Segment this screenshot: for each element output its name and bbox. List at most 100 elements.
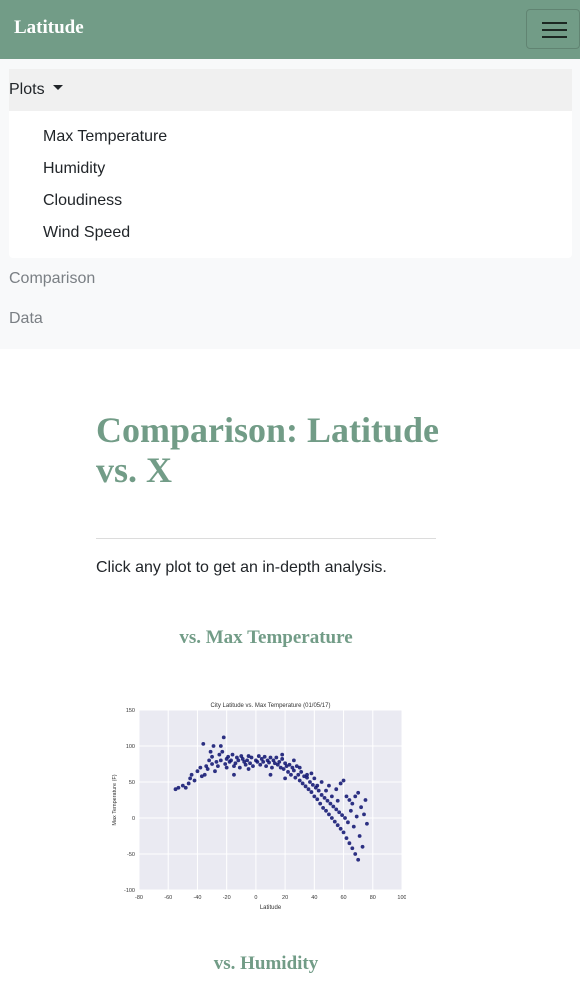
data-point — [290, 765, 295, 770]
data-point — [240, 757, 245, 761]
data-point — [365, 821, 369, 826]
data-point — [211, 744, 216, 748]
data-point — [316, 788, 321, 793]
y-tick-label: -100 — [124, 888, 135, 894]
data-point — [287, 762, 292, 767]
nav-link-data[interactable]: Data — [9, 310, 43, 327]
data-point — [283, 776, 288, 781]
data-point — [359, 805, 363, 810]
data-point — [261, 759, 266, 764]
data-point — [272, 761, 277, 766]
data-point — [319, 793, 324, 797]
data-point — [331, 804, 336, 809]
data-point — [329, 816, 334, 820]
data-point — [183, 785, 188, 790]
data-point — [195, 769, 200, 774]
data-point — [216, 764, 220, 769]
nav-link-comparison[interactable]: Comparison — [9, 270, 96, 287]
dropdown-item-max-temperature[interactable]: Max Temperature — [43, 128, 168, 145]
data-point — [251, 764, 255, 769]
y-tick-label: 50 — [129, 780, 135, 786]
data-point — [362, 812, 366, 817]
data-point — [308, 780, 312, 784]
data-point — [236, 758, 241, 763]
dropdown-item-wind-speed[interactable]: Wind Speed — [43, 224, 131, 241]
data-point — [337, 810, 342, 815]
data-point — [296, 772, 301, 777]
data-point — [214, 759, 219, 764]
x-tick-label: -60 — [164, 895, 172, 901]
plots-dropdown-toggle[interactable]: Plots — [9, 69, 572, 111]
data-point — [332, 819, 337, 824]
data-point — [262, 754, 267, 759]
data-point — [306, 787, 311, 792]
data-point — [213, 769, 217, 774]
data-point — [173, 787, 178, 792]
data-point — [220, 749, 225, 754]
data-point — [229, 758, 233, 763]
plots-label: Plots — [9, 81, 45, 98]
plot-heading-humidity: vs. Humidity — [213, 953, 319, 974]
data-point — [312, 794, 317, 799]
data-point — [286, 770, 290, 774]
data-point — [297, 778, 302, 783]
data-point — [218, 758, 223, 763]
hamburger-icon-bar — [542, 36, 567, 38]
data-point — [176, 785, 181, 790]
data-point — [303, 784, 308, 789]
data-point — [357, 834, 362, 838]
data-point — [237, 765, 242, 770]
data-point — [199, 774, 204, 779]
data-point — [221, 735, 226, 740]
dropdown-item-cloudiness[interactable]: Cloudiness — [43, 192, 123, 209]
data-point — [192, 778, 197, 783]
data-point — [205, 767, 210, 771]
data-point — [338, 826, 343, 831]
hamburger-icon-bar — [542, 29, 567, 31]
x-tick-label: -40 — [193, 895, 201, 901]
data-point — [210, 762, 214, 766]
data-point — [315, 783, 320, 788]
data-point — [246, 767, 251, 771]
data-point — [249, 755, 254, 760]
plot-area — [139, 710, 402, 890]
data-point — [350, 846, 355, 851]
navbar-toggler-button[interactable] — [526, 9, 580, 49]
lead-text: Click any plot to get an in-depth analys… — [96, 559, 387, 576]
data-point — [232, 772, 236, 777]
data-point — [275, 762, 280, 767]
data-point — [264, 764, 269, 769]
data-point — [268, 772, 273, 777]
navbar-brand[interactable]: Latitude — [14, 17, 84, 38]
max-temperature-plot-link[interactable]: -80 -60 -40 -20 0 20 40 60 80 100 -100 -50 0 50 100 150… — [110, 700, 406, 915]
data-point — [248, 761, 252, 766]
data-point — [246, 754, 251, 758]
data-point — [356, 790, 361, 795]
data-point — [353, 794, 358, 799]
max-temperature-scatter-plot[interactable]: -80 -60 -40 -20 0 20 40 60 80 100 -100 -50 0 50 100 150… — [110, 700, 406, 915]
data-point — [343, 816, 347, 820]
data-point — [277, 759, 282, 764]
x-tick-label: 100 — [397, 895, 406, 901]
plots-dropdown-menu: Max Temperature Humidity Cloudiness Wind… — [9, 111, 572, 258]
data-point — [350, 801, 355, 806]
data-point — [354, 814, 359, 819]
data-point — [289, 772, 293, 777]
data-point — [299, 770, 304, 774]
data-point — [188, 776, 193, 781]
data-point — [344, 794, 349, 799]
page-title: Comparison: Latitude vs. X — [96, 410, 440, 490]
dropdown-item-humidity[interactable]: Humidity — [43, 160, 106, 177]
data-point — [322, 795, 327, 800]
data-point — [319, 780, 324, 784]
data-point — [351, 824, 356, 829]
data-point — [341, 830, 346, 835]
data-point — [226, 754, 231, 759]
data-point — [259, 757, 264, 761]
data-point — [310, 782, 315, 787]
data-point — [324, 788, 328, 793]
data-point — [217, 752, 222, 757]
data-point — [202, 772, 207, 777]
data-point — [291, 768, 296, 773]
hamburger-icon — [542, 22, 567, 24]
